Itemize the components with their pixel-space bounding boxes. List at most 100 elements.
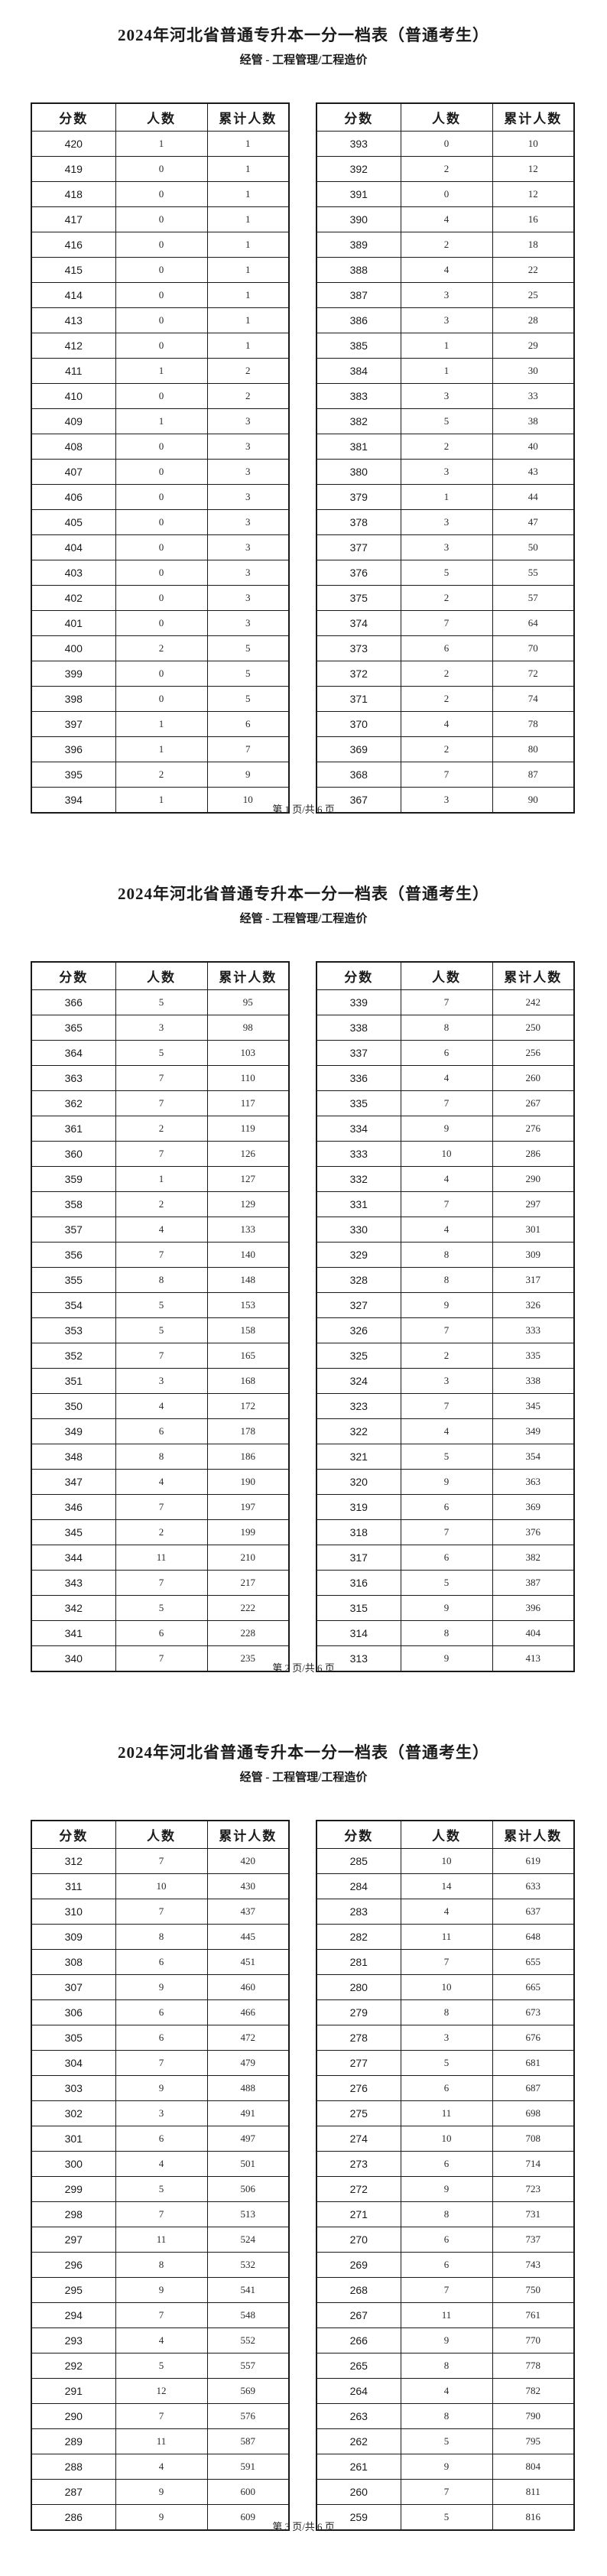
table-row: 418 0 1 bbox=[31, 181, 290, 207]
cumulative-cell: 335 bbox=[492, 1343, 575, 1369]
table-row: 317 6 382 bbox=[316, 1545, 575, 1571]
score-cell: 402 bbox=[31, 585, 116, 611]
table-row: 392 2 12 bbox=[316, 156, 575, 182]
table-row: 318 7 376 bbox=[316, 1519, 575, 1545]
cumulative-cell: 10 bbox=[492, 131, 575, 157]
score-cell: 298 bbox=[31, 2201, 116, 2227]
table-row: 374 7 64 bbox=[316, 610, 575, 636]
count-cell: 2 bbox=[400, 1343, 493, 1369]
table-row: 300 4 501 bbox=[31, 2151, 290, 2177]
count-cell: 10 bbox=[115, 1873, 208, 1899]
table-row: 355 8 148 bbox=[31, 1267, 290, 1293]
score-cell: 312 bbox=[31, 1848, 116, 1874]
cumulative-cell: 3 bbox=[206, 408, 290, 434]
score-cell: 309 bbox=[31, 1924, 116, 1950]
table-row: 320 9 363 bbox=[316, 1469, 575, 1495]
table-row: 385 1 29 bbox=[316, 333, 575, 359]
count-cell: 9 bbox=[400, 2176, 493, 2202]
count-cell: 0 bbox=[115, 434, 208, 460]
table-row: 345 2 199 bbox=[31, 1519, 290, 1545]
table-row: 397 1 6 bbox=[31, 711, 290, 737]
cumulative-cell: 5 bbox=[206, 686, 290, 712]
score-cell: 308 bbox=[31, 1949, 116, 1975]
score-cell: 271 bbox=[316, 2201, 401, 2227]
page-title: 2024年河北省普通专升本一分一档表（普通考生） bbox=[118, 26, 489, 44]
cumulative-cell: 127 bbox=[206, 1166, 290, 1192]
score-cell: 372 bbox=[316, 661, 401, 687]
table-row: 409 1 3 bbox=[31, 408, 290, 434]
count-cell: 0 bbox=[115, 257, 208, 283]
score-cell: 338 bbox=[316, 1015, 401, 1041]
score-cell: 415 bbox=[31, 257, 116, 283]
count-cell: 11 bbox=[115, 1545, 208, 1571]
table-row: 298 7 513 bbox=[31, 2201, 290, 2227]
count-cell: 1 bbox=[115, 787, 208, 814]
cumulative-cell: 309 bbox=[492, 1242, 575, 1268]
count-cell: 7 bbox=[400, 989, 493, 1015]
table-row: 294 7 548 bbox=[31, 2302, 290, 2328]
table-row: 383 3 33 bbox=[316, 383, 575, 409]
score-cell: 266 bbox=[316, 2327, 401, 2353]
score-cell: 296 bbox=[31, 2252, 116, 2278]
count-cell: 7 bbox=[400, 610, 493, 636]
count-cell: 6 bbox=[115, 2025, 208, 2051]
table-row: 387 3 25 bbox=[316, 282, 575, 308]
score-cell: 407 bbox=[31, 459, 116, 485]
table-row: 366 5 95 bbox=[31, 989, 290, 1015]
cumulative-cell: 345 bbox=[492, 1393, 575, 1419]
table-row: 290 7 576 bbox=[31, 2403, 290, 2429]
score-cell: 328 bbox=[316, 1267, 401, 1293]
count-cell: 11 bbox=[115, 2227, 208, 2253]
score-cell: 260 bbox=[316, 2479, 401, 2505]
count-cell: 7 bbox=[115, 1242, 208, 1268]
score-cell: 384 bbox=[316, 358, 401, 384]
table-row: 369 2 80 bbox=[316, 736, 575, 762]
cumulative-cell: 420 bbox=[206, 1848, 290, 1874]
count-cell: 4 bbox=[115, 2151, 208, 2177]
cumulative-cell: 811 bbox=[492, 2479, 575, 2505]
table-row: 328 8 317 bbox=[316, 1267, 575, 1293]
table-row: 282 11 648 bbox=[316, 1924, 575, 1950]
table-row: 275 11 698 bbox=[316, 2100, 575, 2126]
table-row: 420 1 1 bbox=[31, 131, 290, 157]
table-row: 278 3 676 bbox=[316, 2025, 575, 2051]
score-cell: 397 bbox=[31, 711, 116, 737]
score-cell: 404 bbox=[31, 534, 116, 560]
score-cell: 344 bbox=[31, 1545, 116, 1571]
cumulative-cell: 38 bbox=[492, 408, 575, 434]
cumulative-cell: 1 bbox=[206, 232, 290, 258]
cumulative-cell: 235 bbox=[206, 1645, 290, 1672]
table-row: 289 11 587 bbox=[31, 2428, 290, 2454]
column-header: 分数 bbox=[31, 102, 116, 132]
score-cell: 398 bbox=[31, 686, 116, 712]
score-cell: 388 bbox=[316, 257, 401, 283]
count-cell: 0 bbox=[115, 509, 208, 535]
table-row: 311 10 430 bbox=[31, 1873, 290, 1899]
score-cell: 353 bbox=[31, 1317, 116, 1343]
score-cell: 416 bbox=[31, 232, 116, 258]
table-row: 341 6 228 bbox=[31, 1620, 290, 1646]
count-cell: 7 bbox=[115, 1899, 208, 1925]
table-row: 410 0 2 bbox=[31, 383, 290, 409]
cumulative-cell: 126 bbox=[206, 1141, 290, 1167]
count-cell: 9 bbox=[400, 1469, 493, 1495]
count-cell: 4 bbox=[400, 206, 493, 232]
table-row: 260 7 811 bbox=[316, 2479, 575, 2505]
score-cell: 294 bbox=[31, 2302, 116, 2328]
column-header: 分数 bbox=[31, 1820, 116, 1849]
count-cell: 6 bbox=[115, 1418, 208, 1444]
table-row: 352 7 165 bbox=[31, 1343, 290, 1369]
score-cell: 386 bbox=[316, 307, 401, 333]
cumulative-cell: 2 bbox=[206, 383, 290, 409]
count-cell: 10 bbox=[400, 1974, 493, 2000]
count-cell: 4 bbox=[115, 1393, 208, 1419]
table-row: 327 9 326 bbox=[316, 1292, 575, 1318]
cumulative-cell: 301 bbox=[492, 1217, 575, 1243]
score-table-left: 分数 人数 累计人数 366 5 95 365 3 98 364 5 103 363 7 110 362 7 11… bbox=[31, 961, 290, 1672]
score-cell: 400 bbox=[31, 635, 116, 661]
count-cell: 8 bbox=[400, 1999, 493, 2025]
score-cell: 377 bbox=[316, 534, 401, 560]
count-cell: 5 bbox=[115, 1595, 208, 1621]
table-row: 339 7 242 bbox=[316, 989, 575, 1015]
score-cell: 324 bbox=[316, 1368, 401, 1394]
